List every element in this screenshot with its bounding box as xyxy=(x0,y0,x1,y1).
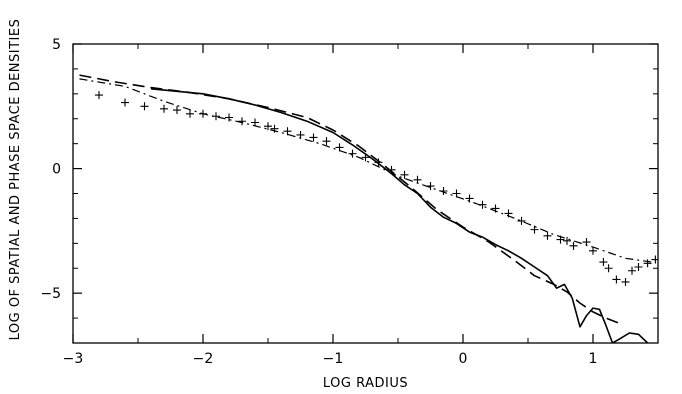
data-point xyxy=(452,189,461,198)
data-point xyxy=(160,104,168,113)
data-point xyxy=(238,117,246,126)
data-point xyxy=(634,263,643,272)
data-point xyxy=(582,238,591,247)
data-point xyxy=(387,165,396,174)
data-point xyxy=(439,187,448,196)
x-tick-label: −1 xyxy=(323,351,344,367)
data-point xyxy=(309,133,318,142)
data-point xyxy=(413,175,422,184)
data-point xyxy=(478,200,487,209)
data-point xyxy=(374,158,383,167)
data-point xyxy=(621,277,630,286)
y-tick-label: −5 xyxy=(40,286,61,302)
data-point xyxy=(335,143,344,152)
data-point xyxy=(186,109,194,118)
data-point xyxy=(604,264,613,273)
data-point xyxy=(270,124,279,133)
series-line-dash-dot xyxy=(79,78,652,263)
data-point xyxy=(465,194,474,203)
data-point xyxy=(283,127,292,136)
data-point xyxy=(225,113,233,122)
x-tick-label: 0 xyxy=(459,351,468,367)
data-point xyxy=(556,235,565,244)
data-point xyxy=(563,236,571,245)
data-point xyxy=(212,112,220,121)
x-axis-label: LOG RADIUS xyxy=(323,376,408,391)
x-tick-label: −3 xyxy=(63,351,84,367)
data-point xyxy=(121,98,129,107)
series-plus-markers xyxy=(95,91,658,286)
data-point xyxy=(628,266,636,275)
data-point xyxy=(612,275,621,284)
data-point xyxy=(296,130,305,139)
x-tick-label: −2 xyxy=(193,351,214,367)
data-point xyxy=(348,149,357,158)
series-line-solid xyxy=(150,88,649,343)
data-point xyxy=(426,182,435,191)
data-point xyxy=(400,170,409,179)
axis-ticks: −3 −2 −1 0 1 −5 0 5 xyxy=(40,37,659,367)
data-point xyxy=(530,225,539,234)
data-point xyxy=(95,91,103,100)
data-point xyxy=(599,258,608,267)
data-point xyxy=(322,137,331,146)
data-point xyxy=(543,231,552,240)
data-point xyxy=(643,259,652,268)
x-tick-label: 1 xyxy=(589,351,598,367)
series-line-dashed xyxy=(79,74,620,324)
data-point xyxy=(569,241,578,250)
data-point xyxy=(140,102,149,111)
y-axis-label: LOG OF SPATIAL AND PHASE SPACE DENSITIES xyxy=(8,19,23,341)
data-point xyxy=(589,246,597,255)
data-point xyxy=(517,216,526,225)
data-point xyxy=(264,122,272,131)
data-point xyxy=(173,106,181,115)
data-point xyxy=(651,255,658,264)
y-tick-label: 5 xyxy=(52,37,61,53)
data-point xyxy=(361,153,370,162)
y-tick-label: 0 xyxy=(52,162,61,178)
data-point xyxy=(491,204,500,213)
plot-marks xyxy=(79,74,658,343)
data-point xyxy=(199,109,207,118)
data-point xyxy=(504,209,513,218)
data-point xyxy=(251,118,259,127)
